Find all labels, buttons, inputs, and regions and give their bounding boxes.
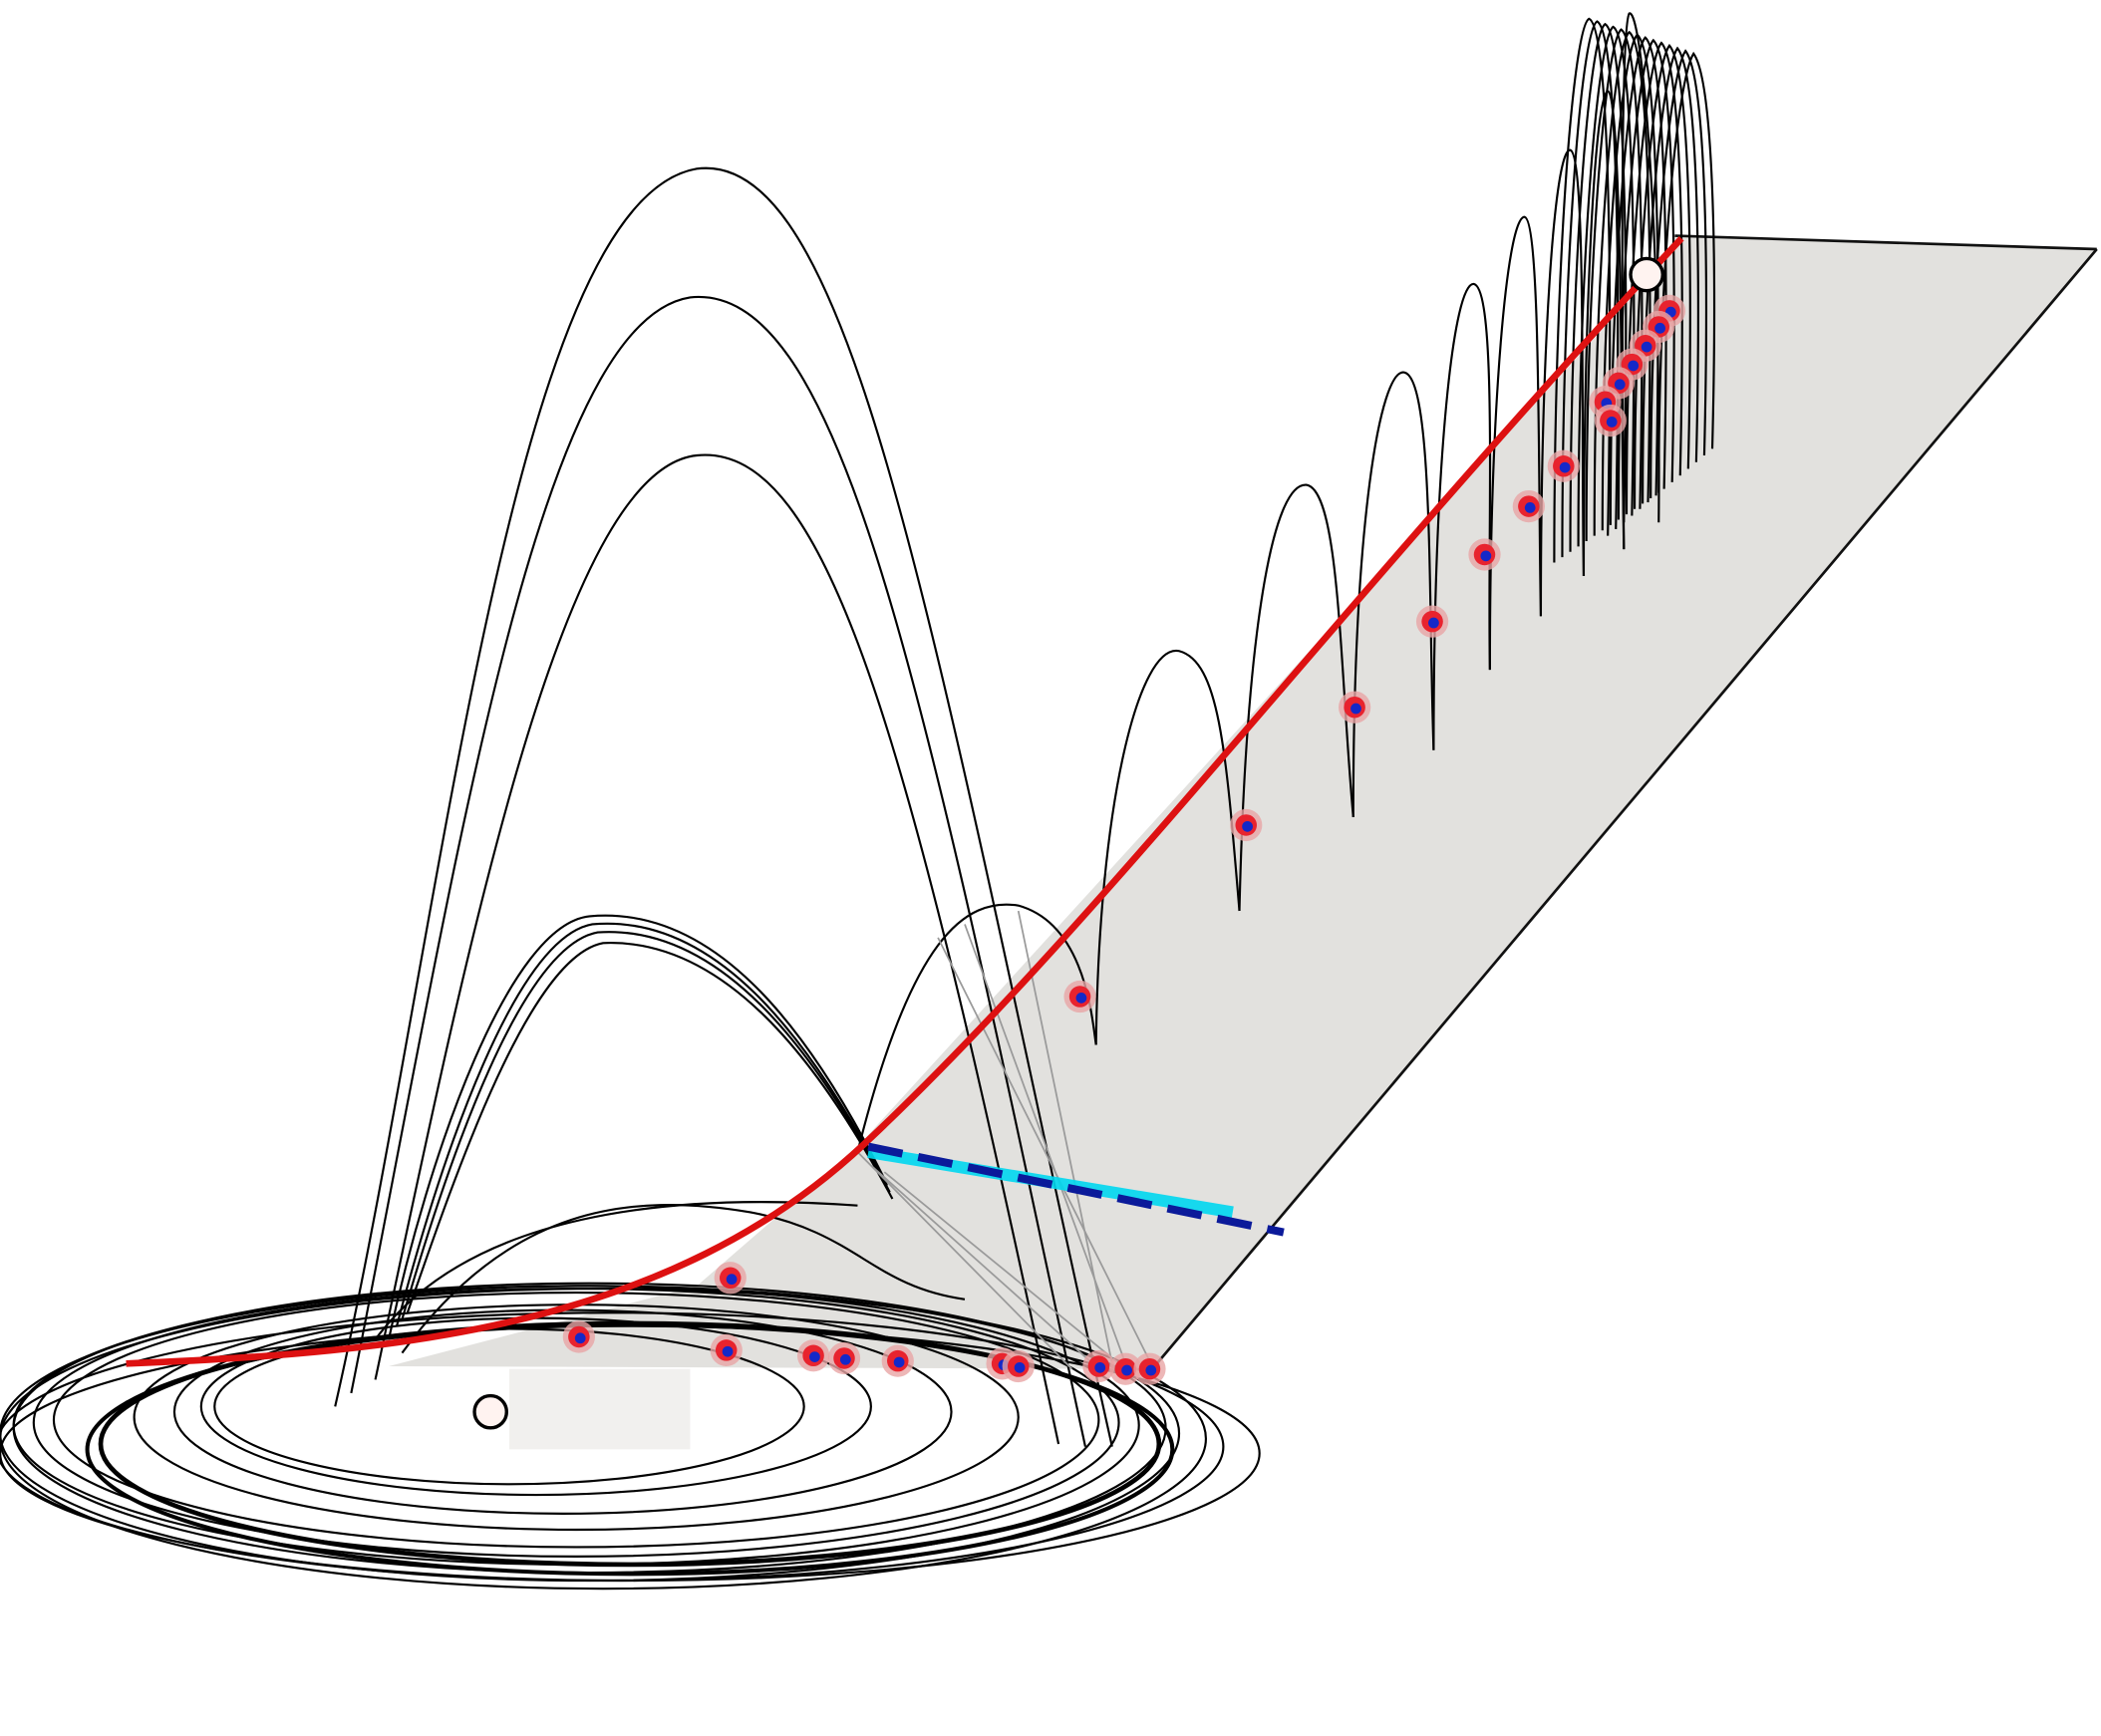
marker-core bbox=[1628, 360, 1640, 372]
dense-loop-orbit bbox=[1553, 17, 1612, 563]
large-arch-orbit bbox=[350, 295, 1086, 1447]
large-arch-orbit bbox=[406, 942, 894, 1313]
spiral-loop-orbit bbox=[1238, 483, 1354, 912]
marker-core bbox=[1614, 379, 1626, 391]
projection-line bbox=[937, 937, 1153, 1367]
large-arch-orbit bbox=[401, 931, 891, 1320]
dense-loop-orbit bbox=[1569, 22, 1628, 552]
basin-orbit-thick bbox=[85, 1322, 1175, 1577]
marker-core bbox=[839, 1353, 851, 1365]
marker-core bbox=[809, 1351, 820, 1362]
marker-core bbox=[1480, 550, 1492, 562]
marker-core bbox=[1428, 617, 1439, 629]
section-dashed-line bbox=[867, 1142, 1285, 1237]
basin-orbit bbox=[0, 1288, 1207, 1591]
projection-line bbox=[856, 1151, 1073, 1370]
spiral-loop-orbit bbox=[1432, 282, 1492, 750]
inner-plane-patch bbox=[508, 1368, 691, 1450]
large-arch-orbit bbox=[374, 1201, 858, 1340]
marker-core bbox=[574, 1332, 586, 1344]
marker-core bbox=[1014, 1361, 1026, 1373]
marker-core bbox=[1094, 1361, 1106, 1373]
dense-loop-orbit bbox=[1633, 43, 1691, 509]
marker-core bbox=[1559, 461, 1571, 473]
dense-loop-orbit bbox=[1561, 20, 1620, 558]
marker-core bbox=[1121, 1364, 1132, 1376]
projection-line bbox=[883, 1171, 1126, 1370]
marker-core bbox=[1351, 703, 1361, 715]
intersection-markers bbox=[562, 294, 1686, 1385]
projection-line bbox=[870, 1164, 1099, 1370]
plane-edge-right bbox=[1151, 248, 2098, 1370]
spiral-loop-orbit bbox=[1351, 371, 1435, 817]
marker-core bbox=[1524, 502, 1536, 513]
marker-core bbox=[1145, 1364, 1157, 1376]
large-arch-orbit bbox=[387, 914, 886, 1340]
projection-line bbox=[1017, 910, 1113, 1364]
marker-core bbox=[893, 1356, 905, 1368]
large-arch-orbit bbox=[401, 1204, 966, 1354]
large-arch-orbit bbox=[334, 166, 1113, 1447]
basin-orbit bbox=[52, 1292, 1100, 1549]
marker-core bbox=[1654, 322, 1665, 334]
dense-loop-orbit bbox=[1642, 46, 1699, 504]
marker-core bbox=[1242, 820, 1253, 832]
large-arch-orbit bbox=[396, 922, 888, 1326]
lower-equilibrium-point bbox=[472, 1393, 508, 1430]
critical-curve bbox=[126, 235, 1684, 1367]
marker-core bbox=[1641, 341, 1652, 353]
plane-edge-top bbox=[1674, 234, 2097, 251]
projection-line bbox=[964, 924, 1127, 1364]
spiral-loop-orbit bbox=[1094, 650, 1241, 1045]
marker-core bbox=[1075, 993, 1087, 1004]
projection-lines bbox=[856, 910, 1153, 1370]
dense-loop-orbit bbox=[1650, 49, 1707, 499]
large-arch-orbit bbox=[374, 453, 1060, 1445]
marker-core bbox=[1606, 417, 1618, 428]
spiral-loop-orbit bbox=[1539, 148, 1586, 617]
upper-equilibrium-point bbox=[1629, 256, 1664, 293]
marker-core bbox=[722, 1345, 734, 1357]
marker-core bbox=[726, 1274, 738, 1286]
